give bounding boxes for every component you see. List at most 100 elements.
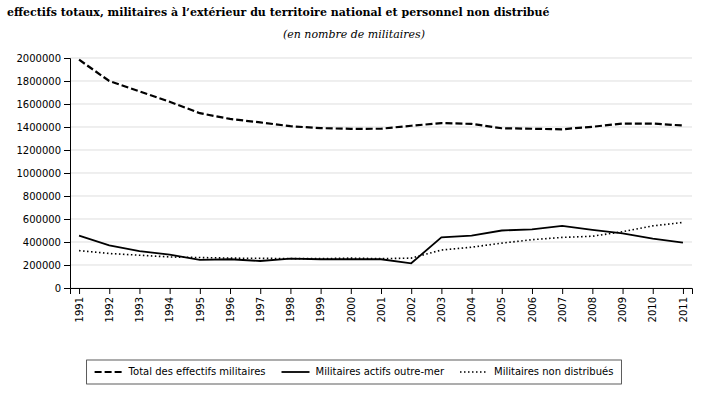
y-tick: 600000 <box>23 214 70 225</box>
tick-label: 2000 <box>346 297 357 322</box>
tick-label: 1600000 <box>16 99 61 110</box>
grid-line <box>70 104 692 105</box>
legend-swatch <box>460 371 488 373</box>
subtitle: (en nombre de militaires) <box>283 28 425 41</box>
x-tick: 2005 <box>496 288 507 322</box>
y-tick: 1600000 <box>16 99 70 110</box>
y-tick: 400000 <box>23 237 70 248</box>
tick-mark <box>260 288 261 294</box>
grid-line <box>70 173 692 174</box>
tick-mark <box>653 288 654 294</box>
y-tick: 2000000 <box>16 53 70 64</box>
series-line <box>79 226 683 263</box>
x-tick: 2003 <box>436 288 447 322</box>
x-tick: 2008 <box>587 288 598 322</box>
tick-mark <box>64 288 70 289</box>
legend-swatch <box>282 371 310 373</box>
tick-label: 1999 <box>315 297 326 322</box>
tick-label: 1200000 <box>16 145 61 156</box>
tick-mark <box>623 288 624 294</box>
series-line <box>79 222 683 258</box>
x-tick: 1992 <box>104 288 115 322</box>
tick-label: 1993 <box>134 297 145 322</box>
tick-label: 2011 <box>678 297 689 322</box>
grid-line <box>70 265 692 266</box>
x-tick: 1991 <box>74 288 85 322</box>
y-tick: 200000 <box>23 260 70 271</box>
tick-label: 2006 <box>527 297 538 322</box>
tick-mark <box>139 288 140 294</box>
tick-label: 200000 <box>23 260 61 271</box>
y-tick: 1800000 <box>16 76 70 87</box>
y-axis: 0 200000 400000 600000 800000 1000000 1200000 1… <box>16 53 70 294</box>
tick-mark <box>64 81 70 82</box>
tick-label: 2001 <box>376 297 387 322</box>
tick-mark <box>170 288 171 294</box>
y-tick: 1200000 <box>16 145 70 156</box>
tick-label: 2000000 <box>16 53 61 64</box>
legend-label: Militaires actifs outre-mer <box>316 366 445 377</box>
y-tick: 1400000 <box>16 122 70 133</box>
legend-item: Militaires actifs outre-mer <box>282 366 445 377</box>
tick-mark <box>64 242 70 243</box>
x-tick: 1997 <box>255 288 266 322</box>
chart: effectifs totaux, militaires à l’extérie… <box>0 0 708 396</box>
y-tick: 0 <box>55 283 70 294</box>
tick-mark <box>64 219 70 220</box>
grid <box>70 58 692 288</box>
grid-line <box>70 219 692 220</box>
legend-label: Total des effectifs militaires <box>128 366 266 377</box>
x-tick: 2001 <box>376 288 387 322</box>
tick-mark <box>592 288 593 294</box>
tick-mark <box>64 196 70 197</box>
tick-mark <box>351 288 352 294</box>
tick-label: 1995 <box>195 297 206 322</box>
tick-label: 1400000 <box>16 122 61 133</box>
tick-label: 1998 <box>285 297 296 322</box>
tick-label: 2010 <box>647 297 658 322</box>
title: effectifs totaux, militaires à l’extérie… <box>7 6 550 19</box>
tick-label: 1996 <box>225 297 236 322</box>
axis-domain <box>71 289 693 295</box>
x-tick: 2002 <box>406 288 417 322</box>
tick-mark <box>230 288 231 294</box>
tick-mark <box>64 58 70 59</box>
x-axis: 1991 1992 1993 1994 1995 1996 1997 1998 1999 2000… <box>71 288 693 322</box>
tick-mark <box>109 288 110 294</box>
legend-item: Militaires non distribués <box>460 366 613 377</box>
y-tick: 1000000 <box>16 168 70 179</box>
tick-mark <box>64 150 70 151</box>
tick-mark <box>683 288 684 294</box>
tick-mark <box>502 288 503 294</box>
legend-label: Militaires non distribués <box>494 366 613 377</box>
tick-mark <box>64 265 70 266</box>
legend: Total des effectifs militaires Militaires… <box>87 360 622 384</box>
legend-item: Total des effectifs militaires <box>95 366 266 377</box>
x-tick: 1996 <box>225 288 236 322</box>
tick-label: 2009 <box>617 297 628 322</box>
tick-mark <box>472 288 473 294</box>
series-line <box>79 60 683 130</box>
tick-mark <box>64 104 70 105</box>
x-tick: 1998 <box>285 288 296 322</box>
plot-area: 1991 1992 1993 1994 1995 1996 1997 1998 1999 2000… <box>16 53 692 323</box>
tick-mark <box>290 288 291 294</box>
tick-label: 2003 <box>436 297 447 322</box>
tick-label: 2005 <box>496 297 507 322</box>
tick-label: 1994 <box>164 297 175 322</box>
tick-label: 1991 <box>74 297 85 322</box>
tick-label: 1992 <box>104 297 115 322</box>
tick-mark <box>532 288 533 294</box>
x-tick: 2006 <box>527 288 538 322</box>
y-tick: 800000 <box>23 191 70 202</box>
tick-label: 2008 <box>587 297 598 322</box>
x-tick: 2009 <box>617 288 628 322</box>
tick-label: 1800000 <box>16 76 61 87</box>
x-tick: 2010 <box>647 288 658 322</box>
tick-mark <box>381 288 382 294</box>
x-tick: 2011 <box>678 288 689 322</box>
grid-line <box>70 196 692 197</box>
x-tick: 1999 <box>315 288 326 322</box>
legend-swatch <box>95 371 123 373</box>
tick-mark <box>441 288 442 294</box>
